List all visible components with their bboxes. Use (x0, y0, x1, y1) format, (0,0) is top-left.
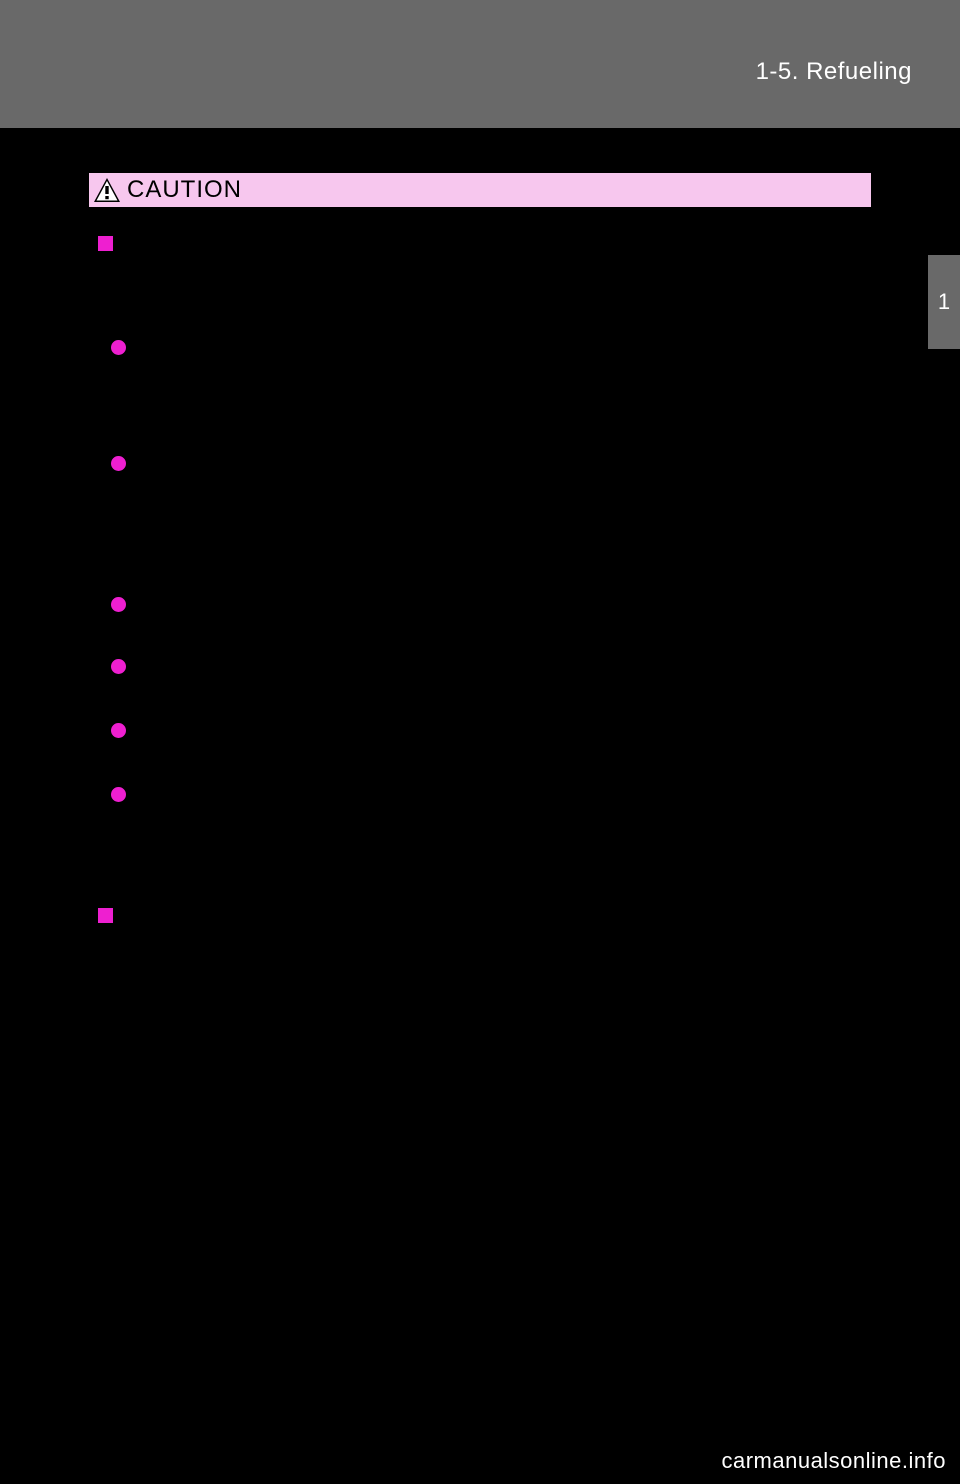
round-bullet (111, 659, 126, 674)
caution-header: CAUTION (88, 172, 872, 208)
round-bullet (111, 456, 126, 471)
caution-box: CAUTION (88, 172, 872, 208)
section-tab: 1 (928, 255, 960, 349)
round-bullet (111, 723, 126, 738)
round-bullet (111, 340, 126, 355)
square-bullet (98, 908, 113, 923)
round-bullet (111, 597, 126, 612)
caution-title: CAUTION (127, 176, 242, 204)
footer-watermark: carmanualsonline.info (721, 1448, 946, 1474)
section-tab-label: 1 (938, 289, 950, 315)
square-bullet (98, 236, 113, 251)
section-label: 1-5. Refueling (756, 58, 912, 86)
round-bullet (111, 787, 126, 802)
warning-triangle-icon (93, 177, 121, 203)
header-band: 1-5. Refueling (0, 0, 960, 128)
